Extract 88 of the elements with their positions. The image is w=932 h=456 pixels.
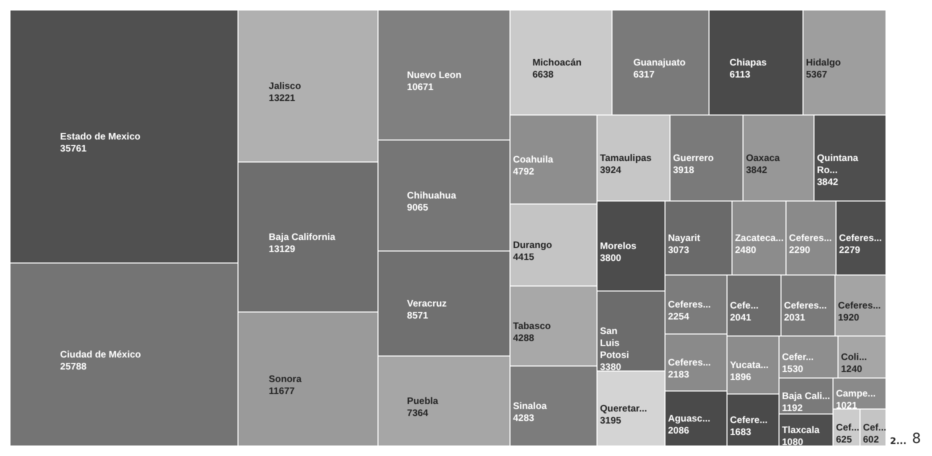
- category-label: Coli...: [841, 352, 867, 363]
- category-label: Michoacán: [532, 58, 582, 68]
- data-label: 1683: [730, 427, 752, 438]
- data-label: 1920: [838, 312, 860, 324]
- data-label: 3842: [746, 165, 768, 176]
- category-label: Aguasc...: [668, 414, 710, 424]
- data-label: 5367: [806, 70, 828, 80]
- category-label: Guanajuato: [633, 58, 686, 68]
- category-label: Durango: [513, 240, 552, 251]
- data-label: 1530: [782, 364, 804, 375]
- data-label: 2041: [730, 312, 752, 324]
- data-label: 9065: [407, 202, 429, 214]
- category-label: Ceferes...: [789, 233, 832, 244]
- data-label: 4288: [513, 333, 534, 344]
- category-label: Ceferes...: [784, 300, 827, 312]
- data-label: 3918: [673, 165, 694, 176]
- data-label: 3924: [600, 165, 622, 176]
- data-label: 602: [863, 434, 879, 446]
- category-label: Cefe...: [730, 300, 759, 312]
- category-label: Jalisco: [268, 81, 302, 92]
- category-label: Guerrero: [673, 153, 714, 164]
- data-label: 1192: [782, 403, 803, 414]
- data-label: 25788: [60, 362, 87, 372]
- data-label: 2086: [668, 426, 690, 436]
- category-label: Nuevo Leon: [407, 70, 462, 81]
- category-label: Queretar...: [600, 404, 647, 414]
- data-label: 10671: [407, 82, 434, 93]
- data-label: 35761: [60, 144, 88, 154]
- data-label: 4283: [513, 413, 534, 424]
- data-label: 8571: [407, 310, 429, 322]
- category-label: Cefer...: [782, 352, 814, 363]
- data-label: 2254: [668, 312, 690, 322]
- category-label: Tabasco: [513, 321, 552, 332]
- data-label: 4792: [513, 166, 534, 178]
- data-label: 6317: [633, 70, 654, 80]
- category-label: Baja Cali...: [782, 391, 830, 402]
- data-label: 13129: [268, 244, 296, 255]
- data-label: 2183: [668, 370, 690, 380]
- category-label: Sinaloa: [513, 401, 548, 412]
- data-label: 3800: [600, 253, 622, 264]
- category-label: Zacateca...: [735, 233, 784, 244]
- data-label: 1896: [730, 372, 752, 383]
- data-label: 625: [836, 434, 853, 446]
- data-label: 3380: [600, 362, 622, 373]
- data-label: 2031: [784, 312, 806, 324]
- category-label: Cefere...: [730, 415, 768, 426]
- data-label: 3073: [668, 245, 690, 256]
- category-label: Quintana Ro...: [817, 153, 859, 176]
- category-label: Hidalgo: [806, 58, 842, 68]
- data-label: 3195: [600, 416, 622, 426]
- category-label: Yucata...: [730, 360, 769, 371]
- category-label: Ceferes...: [838, 300, 881, 312]
- category-label: Cef...: [836, 422, 860, 434]
- data-label: 2279: [839, 245, 860, 256]
- data-label: 3842: [817, 177, 838, 188]
- data-label: 11677: [268, 386, 295, 397]
- category-label: Cef...: [863, 422, 886, 434]
- category-label: Chihuahua: [407, 190, 457, 202]
- category-label: Nayarit: [668, 233, 702, 244]
- category-label: San Luis Potosi: [600, 326, 630, 361]
- category-label: Chiapas: [730, 58, 767, 68]
- category-label: Tamaulipas: [600, 153, 652, 164]
- category-label: Ceferes...: [668, 300, 711, 310]
- category-label: Estado de Mexico: [60, 132, 141, 142]
- category-label: Ceferes...: [668, 358, 711, 368]
- category-label: Veracruz: [407, 298, 447, 310]
- category-label: Oaxaca: [746, 153, 781, 164]
- category-label: Campe...: [836, 388, 876, 400]
- data-label: 2480: [735, 245, 756, 256]
- data-label: 7364: [407, 408, 429, 419]
- category-label: Sonora: [268, 374, 302, 385]
- data-label: 1021: [836, 400, 858, 412]
- category-label: Puebla: [407, 396, 439, 407]
- data-label: 4415: [513, 252, 535, 263]
- category-label: Ciudad de México: [60, 350, 142, 360]
- data-label: 1240: [841, 364, 862, 375]
- data-label: 13221: [268, 93, 296, 104]
- text: 8: [912, 431, 921, 447]
- category-label: Morelos: [600, 241, 636, 252]
- data-label: 1080: [782, 437, 804, 448]
- data-label: 6638: [532, 70, 554, 80]
- category-label: Coahuila: [513, 154, 554, 166]
- category-label: Baja California: [268, 232, 336, 243]
- data-label: 6113: [730, 70, 750, 80]
- category-label: Ceferes...: [839, 233, 882, 244]
- data-label: 2290: [789, 245, 810, 256]
- category-label: Tlaxcala: [782, 425, 820, 436]
- text: 2...: [890, 437, 907, 447]
